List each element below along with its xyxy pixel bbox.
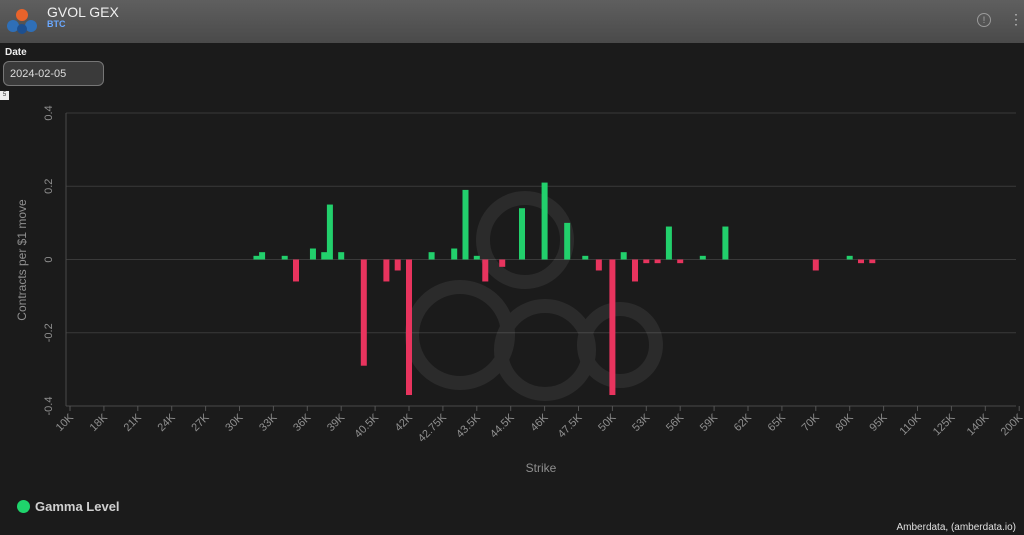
bar-positive[interactable]: [473, 255, 480, 260]
y-tick-label: 0: [43, 256, 55, 262]
bar-positive[interactable]: [564, 222, 571, 260]
amberdata-logo-icon: [7, 9, 37, 34]
bar-positive[interactable]: [665, 226, 672, 260]
bar-negative[interactable]: [643, 259, 650, 264]
x-tick-label: 30K: [223, 411, 246, 434]
x-tick-label: 10K: [54, 411, 77, 434]
x-tick-label: 200K: [999, 411, 1024, 438]
info-icon[interactable]: !: [977, 13, 991, 27]
x-tick-label: 62K: [732, 411, 755, 434]
x-tick-label: 24K: [155, 411, 178, 434]
bar-positive[interactable]: [259, 252, 266, 260]
y-tick-label: 0.2: [43, 179, 55, 194]
x-tick-label: 47.5K: [556, 411, 585, 440]
bar-negative[interactable]: [499, 259, 506, 267]
bar-negative[interactable]: [812, 259, 819, 271]
kebab-menu-icon[interactable]: ⋮: [1009, 11, 1023, 27]
x-tick-label: 70K: [800, 411, 823, 434]
bar-positive[interactable]: [321, 252, 328, 260]
x-tick-label: 21K: [122, 411, 145, 434]
legend-label: Gamma Level: [35, 499, 120, 514]
date-input[interactable]: [3, 61, 104, 86]
bar-positive[interactable]: [846, 255, 853, 260]
x-tick-label: 125K: [931, 411, 958, 438]
x-tick-label: 80K: [833, 411, 856, 434]
x-tick-label: 46K: [528, 411, 551, 434]
bar-positive[interactable]: [281, 255, 288, 260]
bar-positive[interactable]: [451, 248, 458, 260]
x-tick-label: 27K: [189, 411, 212, 434]
watermark-logo-icon: [405, 191, 663, 401]
x-tick-label: 110K: [898, 411, 925, 438]
bar-negative[interactable]: [677, 259, 684, 264]
bar-negative[interactable]: [632, 259, 638, 282]
bar-positive[interactable]: [309, 248, 316, 260]
bar-negative[interactable]: [482, 259, 489, 282]
bar-positive[interactable]: [462, 189, 469, 260]
bar-positive[interactable]: [326, 204, 333, 260]
date-label: Date: [5, 47, 27, 58]
x-tick-label: 39K: [325, 411, 348, 434]
bar-negative[interactable]: [858, 259, 864, 264]
y-tick-label: -0.2: [43, 323, 55, 342]
x-axis-label: Strike: [526, 461, 557, 475]
x-tick-label: 40.5K: [352, 411, 381, 440]
x-tick-label: 65K: [766, 411, 789, 434]
y-tick-label: 0.4: [43, 105, 55, 120]
x-tick-label: 43.5K: [454, 411, 483, 440]
x-tick-label: 56K: [664, 411, 687, 434]
bar-negative[interactable]: [609, 259, 616, 396]
x-tick-label: 95K: [867, 411, 890, 434]
bar-negative[interactable]: [654, 259, 661, 264]
bar-negative[interactable]: [394, 259, 401, 271]
bar-negative[interactable]: [360, 259, 367, 366]
bar-negative[interactable]: [595, 259, 602, 271]
bar-positive[interactable]: [541, 182, 548, 260]
x-tick-label: 59K: [698, 411, 721, 434]
bar-negative[interactable]: [383, 259, 390, 282]
x-tick-label: 42K: [393, 411, 416, 434]
bar-positive[interactable]: [519, 208, 525, 260]
bar-negative[interactable]: [869, 259, 876, 264]
expand-badge[interactable]: 5: [0, 91, 9, 100]
credit-text: Amberdata, (amberdata.io): [896, 522, 1016, 533]
bar-positive[interactable]: [722, 226, 729, 260]
bar-negative[interactable]: [293, 259, 299, 282]
top-bar: GVOL GEX BTC ! ⋮: [0, 0, 1024, 43]
x-tick-label: 36K: [291, 411, 314, 434]
bar-negative[interactable]: [406, 259, 412, 396]
y-tick-label: -0.4: [43, 397, 55, 416]
x-tick-label: 44.5K: [488, 411, 517, 440]
bar-positive[interactable]: [428, 252, 435, 260]
x-tick-label: 42.75K: [416, 411, 450, 445]
x-tick-label: 50K: [596, 411, 619, 434]
bar-positive[interactable]: [338, 252, 345, 260]
bars-layer: [253, 182, 876, 396]
app-title: GVOL GEX: [47, 4, 119, 20]
y-axis-label: Contracts per $1 move: [15, 199, 29, 321]
bar-positive[interactable]: [620, 252, 627, 260]
bar-positive[interactable]: [699, 255, 706, 260]
x-tick-label: 140K: [965, 411, 992, 438]
x-tick-label: 18K: [88, 411, 111, 434]
legend-swatch: [17, 500, 30, 513]
x-tick-label: 53K: [630, 411, 653, 434]
x-tick-label: 33K: [257, 411, 280, 434]
bar-positive[interactable]: [582, 255, 589, 260]
bar-positive[interactable]: [253, 255, 260, 260]
app-subtitle: BTC: [47, 19, 66, 29]
